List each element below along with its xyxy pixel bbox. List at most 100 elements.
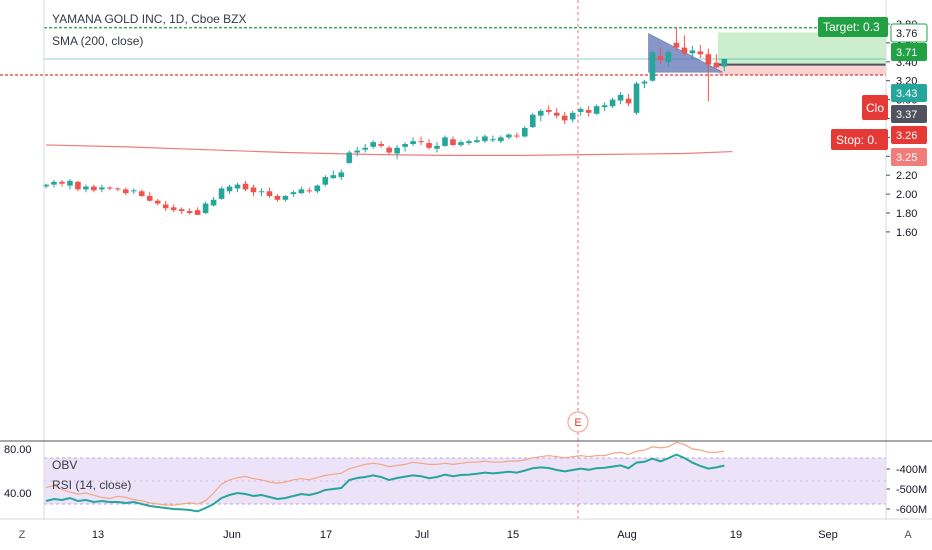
- candle-body: [585, 109, 592, 113]
- candle-body: [59, 181, 65, 184]
- candle-body: [282, 195, 289, 200]
- candle-body: [115, 188, 121, 190]
- candle: [593, 104, 600, 115]
- price-badge: 3.71: [891, 43, 927, 61]
- candle: [338, 169, 345, 180]
- candle: [490, 135, 496, 143]
- position-overlays: E: [0, 27, 886, 433]
- candle-body: [402, 144, 408, 147]
- price-tick-label: 2.00: [896, 189, 917, 201]
- candle: [442, 135, 448, 147]
- obv-tick-label: -500M: [896, 484, 927, 496]
- candle: [59, 179, 65, 187]
- candle: [51, 179, 57, 188]
- sma-line: [45, 144, 733, 156]
- candle-body: [362, 147, 368, 150]
- target-label-badge: Target: 0.3: [818, 17, 888, 37]
- close-label-badge: Clo: [862, 95, 888, 120]
- stop-label-bg: [831, 129, 888, 150]
- sma-legend: SMA (200, close): [52, 34, 144, 48]
- price-badge-bg: [891, 105, 927, 123]
- candle-body: [107, 187, 113, 189]
- candle: [234, 182, 241, 193]
- candle-body: [194, 210, 201, 215]
- price-badge-text: 3.76: [896, 28, 917, 40]
- candle-body: [537, 110, 544, 116]
- price-tick-label: 1.80: [896, 208, 917, 220]
- price-badge: 3.43: [891, 84, 927, 102]
- time-tick-label: 17: [320, 529, 332, 541]
- candle: [250, 184, 257, 196]
- candle-body: [482, 136, 488, 142]
- candle: [529, 112, 536, 128]
- candle: [641, 79, 648, 89]
- time-tick-label: Jul: [415, 529, 429, 541]
- candle-body: [51, 181, 57, 185]
- candle: [617, 92, 624, 105]
- candle: [569, 110, 576, 123]
- candle: [226, 184, 233, 195]
- zoom-icon: Z: [19, 529, 26, 541]
- time-tick-label: Aug: [617, 529, 637, 541]
- candle-body: [218, 188, 225, 199]
- price-badge: 3.25: [891, 148, 927, 166]
- candle: [194, 207, 201, 215]
- candle-body: [641, 81, 648, 84]
- candle-body: [569, 112, 576, 120]
- time-tick-label: 19: [730, 529, 742, 541]
- candle: [657, 47, 664, 64]
- candle-body: [625, 98, 632, 104]
- candle: [138, 189, 145, 197]
- candle: [290, 190, 297, 197]
- candle: [410, 137, 416, 146]
- stop-label-text: Stop: 0.: [836, 133, 877, 147]
- candle-body: [498, 137, 504, 142]
- candle: [665, 50, 672, 67]
- candle-body: [458, 142, 464, 145]
- candle: [115, 187, 121, 192]
- candle-body: [633, 83, 640, 113]
- candle: [697, 44, 704, 59]
- obv-line: [45, 453, 725, 513]
- candle-body: [234, 184, 241, 189]
- rsi-band: [44, 457, 886, 505]
- candle: [274, 194, 281, 202]
- candle-body: [713, 62, 720, 68]
- price-tick-label: 2.20: [896, 170, 917, 182]
- price-badge-bg: [891, 126, 927, 144]
- time-tick-label: 15: [507, 529, 519, 541]
- candle-body: [99, 187, 105, 190]
- candle-body: [43, 184, 49, 187]
- time-tick-label: 13: [92, 529, 104, 541]
- candle-body: [123, 189, 129, 194]
- candle-body: [346, 152, 353, 163]
- candle: [242, 180, 249, 192]
- candle-body: [673, 42, 680, 48]
- candle: [474, 136, 480, 144]
- target-zone: [718, 32, 886, 65]
- candle-body: [242, 183, 249, 190]
- candle: [426, 139, 432, 150]
- obv-legend: OBV: [52, 458, 78, 472]
- candle-body: [474, 140, 480, 143]
- candle-body: [170, 207, 177, 211]
- candle: [506, 133, 512, 140]
- candle-body: [609, 99, 616, 107]
- candles-layer[interactable]: [43, 27, 728, 215]
- price-badge-text: 3.25: [896, 152, 917, 164]
- candle: [67, 178, 73, 190]
- candle: [186, 208, 193, 215]
- price-badge: 3.37: [891, 105, 927, 123]
- candle-body: [370, 142, 376, 147]
- candle: [298, 186, 305, 195]
- candle: [673, 27, 680, 51]
- candle: [314, 184, 321, 194]
- candle: [721, 58, 728, 72]
- price-tick-label: 1.60: [896, 227, 917, 239]
- candle: [625, 93, 632, 107]
- stop-zone: [718, 64, 886, 76]
- candle: [418, 136, 424, 145]
- candle: [210, 196, 217, 207]
- candle-body: [506, 134, 512, 138]
